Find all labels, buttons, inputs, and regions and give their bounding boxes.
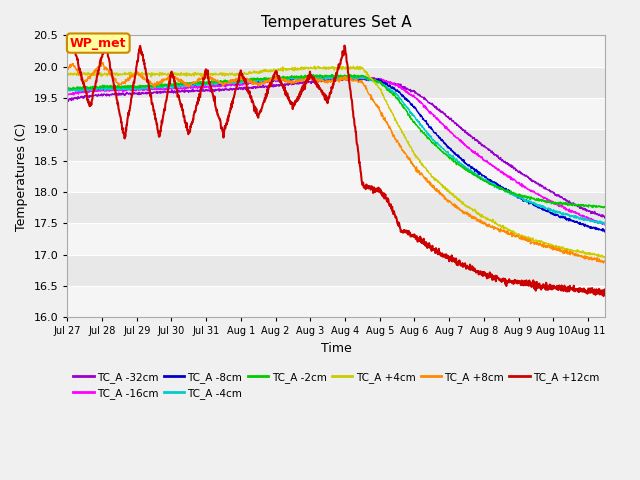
TC_A +8cm — [600, 260, 607, 266]
Title: Temperatures Set A: Temperatures Set A — [261, 15, 412, 30]
TC_A -8cm — [360, 73, 367, 79]
TC_A -16cm — [326, 73, 333, 79]
TC_A +4cm — [292, 65, 300, 71]
TC_A +12cm — [313, 83, 321, 88]
TC_A -4cm — [370, 78, 378, 84]
TC_A -4cm — [303, 76, 310, 82]
Legend: TC_A -32cm, TC_A -16cm, TC_A -8cm, TC_A -4cm, TC_A -2cm, TC_A +4cm, TC_A +8cm, T: TC_A -32cm, TC_A -16cm, TC_A -8cm, TC_A … — [68, 368, 604, 403]
TC_A -2cm — [303, 73, 310, 79]
TC_A -4cm — [63, 87, 71, 93]
TC_A -16cm — [602, 221, 609, 227]
TC_A -8cm — [63, 87, 71, 93]
TC_A +12cm — [303, 76, 311, 82]
TC_A -32cm — [105, 92, 113, 97]
TC_A -16cm — [63, 90, 71, 96]
TC_A -32cm — [303, 79, 310, 85]
TC_A +4cm — [370, 79, 378, 85]
TC_A +12cm — [65, 36, 72, 41]
TC_A -8cm — [312, 76, 320, 82]
TC_A +4cm — [105, 72, 113, 77]
Y-axis label: Temperatures (C): Temperatures (C) — [15, 122, 28, 230]
TC_A +4cm — [600, 255, 608, 261]
TC_A -4cm — [127, 87, 134, 93]
TC_A +4cm — [311, 63, 319, 69]
TC_A +4cm — [127, 72, 134, 77]
TC_A -16cm — [105, 88, 113, 94]
TC_A +12cm — [292, 99, 300, 105]
TC_A -32cm — [127, 91, 134, 97]
TC_A -4cm — [348, 73, 355, 79]
TC_A -32cm — [347, 75, 355, 81]
Text: WP_met: WP_met — [70, 36, 127, 49]
TC_A -8cm — [601, 229, 609, 235]
TC_A -8cm — [303, 76, 310, 82]
TC_A -4cm — [602, 219, 609, 225]
TC_A -4cm — [601, 222, 609, 228]
TC_A -8cm — [292, 75, 300, 81]
TC_A -32cm — [602, 215, 609, 221]
TC_A +8cm — [127, 74, 135, 80]
TC_A -4cm — [105, 86, 113, 92]
Line: TC_A -16cm: TC_A -16cm — [67, 76, 605, 225]
Bar — [67, 98, 605, 129]
X-axis label: Time: Time — [321, 342, 352, 355]
TC_A +8cm — [303, 75, 311, 81]
TC_A +8cm — [602, 257, 609, 263]
TC_A -16cm — [601, 222, 609, 228]
TC_A -8cm — [602, 228, 609, 234]
TC_A +8cm — [313, 77, 321, 83]
TC_A +12cm — [602, 287, 609, 293]
TC_A +12cm — [106, 59, 113, 64]
TC_A -2cm — [600, 205, 607, 211]
TC_A -32cm — [292, 80, 300, 86]
Line: TC_A -8cm: TC_A -8cm — [67, 76, 605, 232]
Bar — [67, 36, 605, 67]
TC_A +8cm — [292, 76, 300, 82]
TC_A -2cm — [292, 75, 300, 81]
TC_A -2cm — [63, 86, 71, 92]
TC_A -2cm — [105, 84, 113, 90]
TC_A +8cm — [99, 60, 107, 65]
TC_A -32cm — [63, 96, 71, 102]
TC_A -2cm — [305, 72, 313, 77]
TC_A +8cm — [106, 69, 113, 74]
TC_A +8cm — [63, 67, 71, 73]
TC_A -8cm — [370, 76, 378, 82]
Bar — [67, 223, 605, 255]
TC_A +4cm — [63, 71, 71, 77]
Line: TC_A +8cm: TC_A +8cm — [67, 62, 605, 263]
TC_A -8cm — [127, 83, 134, 89]
TC_A -16cm — [312, 75, 320, 81]
TC_A -16cm — [370, 76, 378, 82]
TC_A +4cm — [313, 65, 321, 71]
Bar — [67, 286, 605, 317]
TC_A -2cm — [370, 78, 378, 84]
TC_A +12cm — [63, 39, 71, 45]
TC_A -16cm — [303, 75, 310, 81]
TC_A +4cm — [602, 254, 609, 260]
TC_A -16cm — [292, 76, 300, 82]
TC_A -4cm — [292, 77, 300, 83]
Line: TC_A +4cm: TC_A +4cm — [67, 66, 605, 258]
TC_A -8cm — [105, 85, 113, 91]
TC_A -32cm — [312, 78, 320, 84]
Bar — [67, 161, 605, 192]
TC_A -2cm — [127, 83, 134, 89]
TC_A +4cm — [303, 65, 310, 71]
TC_A -2cm — [313, 74, 321, 80]
TC_A -16cm — [127, 86, 134, 92]
TC_A +12cm — [127, 96, 135, 101]
Line: TC_A -32cm: TC_A -32cm — [67, 78, 605, 218]
TC_A +8cm — [370, 98, 378, 104]
TC_A -4cm — [312, 75, 320, 81]
TC_A -2cm — [602, 204, 609, 210]
TC_A -32cm — [370, 78, 378, 84]
Line: TC_A -4cm: TC_A -4cm — [67, 76, 605, 225]
TC_A +12cm — [370, 184, 378, 190]
Line: TC_A +12cm: TC_A +12cm — [67, 38, 605, 296]
TC_A +12cm — [600, 293, 607, 299]
Line: TC_A -2cm: TC_A -2cm — [67, 74, 605, 208]
